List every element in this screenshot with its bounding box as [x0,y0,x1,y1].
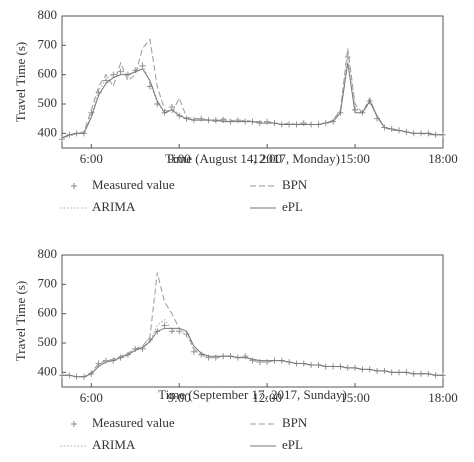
x-tick-label: 9:00 [168,151,191,166]
legend-label: Measured value [92,415,175,430]
x-tick-label: 9:00 [168,390,191,405]
data-point [234,117,241,124]
legend-label: ePL [282,437,303,452]
y-tick-label: 600 [38,66,58,81]
y-tick-label: 700 [38,275,58,290]
y-tick-label: 400 [38,124,58,139]
plot-frame [61,15,444,149]
legend-label: ARIMA [92,199,136,214]
y-tick-label: 500 [38,334,58,349]
plot-frame [61,254,444,388]
legend-label: Measured value [92,177,175,192]
y-tick-label: 800 [38,7,58,22]
data-point [102,77,109,84]
y-axis-label: Travel Time (s) [13,281,28,361]
y-tick-label: 700 [38,36,58,51]
legend-swatch [71,421,77,427]
series-line [61,62,443,139]
y-tick-label: 400 [38,363,58,378]
series-line [62,318,443,378]
legend-swatch [71,183,77,189]
x-tick-label: 18:00 [428,151,458,166]
legend-label: BPN [282,177,308,192]
x-axis-label: Time (August 14, 2017, Monday) [165,151,340,166]
x-tick-label: 12:00 [252,151,282,166]
series-line [62,327,443,378]
x-axis-label: Time (September 17, 2017, Sunday) [158,387,347,402]
data-point [168,328,175,335]
x-tick-label: 6:00 [80,151,103,166]
x-tick-label: 12:00 [252,390,282,405]
data-point [161,322,168,329]
y-tick-label: 800 [38,246,58,261]
data-point [95,360,102,367]
legend-label: ePL [282,199,303,214]
legend-label: BPN [282,415,308,430]
x-tick-label: 15:00 [340,390,370,405]
y-axis-label: Travel Time (s) [13,42,28,122]
x-tick-label: 15:00 [340,151,370,166]
y-tick-label: 600 [38,305,58,320]
data-point [110,71,117,78]
x-tick-label: 18:00 [428,390,458,405]
legend-label: ARIMA [92,437,136,452]
x-tick-label: 6:00 [80,390,103,405]
y-tick-label: 500 [38,95,58,110]
